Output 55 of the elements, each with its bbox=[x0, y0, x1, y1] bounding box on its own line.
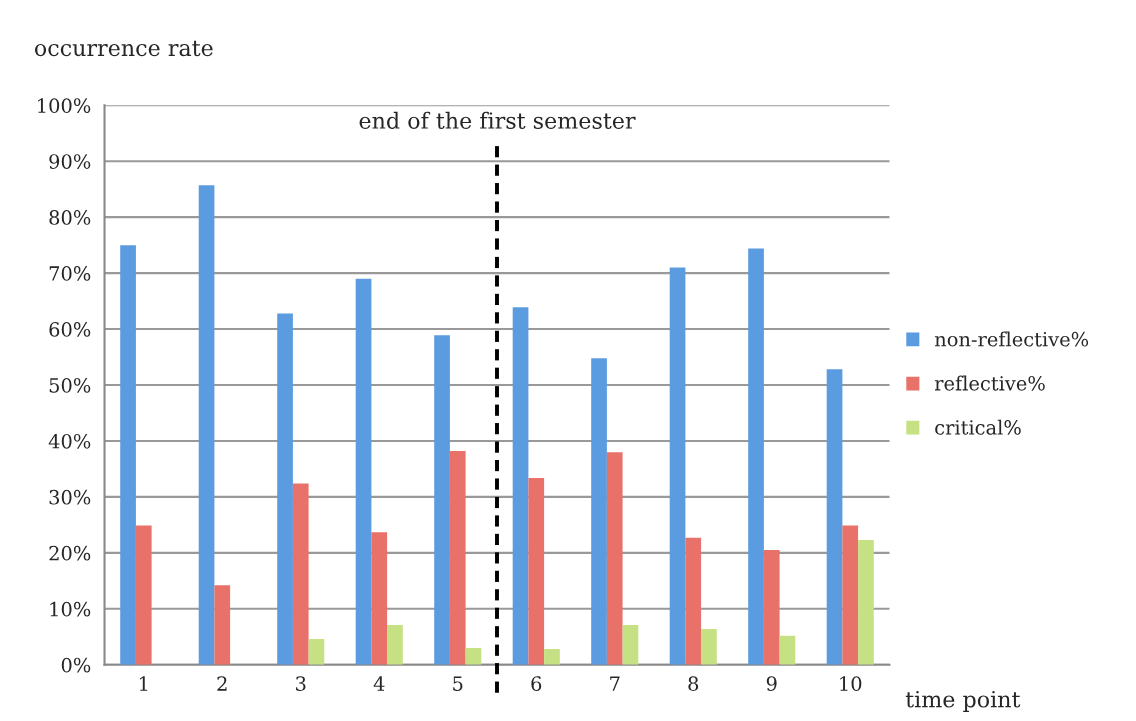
bar bbox=[465, 647, 482, 665]
bar bbox=[120, 245, 136, 665]
bar bbox=[858, 539, 874, 665]
y-tick-label: 50% bbox=[49, 377, 91, 393]
x-tick-label: 4 bbox=[373, 676, 385, 691]
y-tick-label: 80% bbox=[49, 210, 91, 225]
x-tick-label: 6 bbox=[531, 676, 542, 691]
x-tick-label: 8 bbox=[688, 676, 699, 691]
bar bbox=[544, 649, 560, 665]
y-tick-label: 20% bbox=[49, 545, 91, 561]
annotation: end of the first semester bbox=[359, 111, 636, 129]
bar bbox=[308, 639, 325, 665]
bar bbox=[355, 278, 372, 665]
x-tick-label: 1 bbox=[139, 676, 148, 691]
legend-label: reflective% bbox=[934, 375, 1045, 391]
bar bbox=[842, 525, 859, 665]
x-axis-title: time point bbox=[905, 690, 1021, 712]
x-tick-label: 2 bbox=[217, 676, 227, 691]
y-axis-title: occurrence rate bbox=[34, 40, 213, 57]
y-tick-label: 90% bbox=[49, 154, 91, 169]
bar bbox=[449, 451, 466, 665]
x-tick-label: 5 bbox=[453, 676, 463, 691]
y-tick-label: 10% bbox=[50, 601, 91, 617]
legend-label: critical% bbox=[935, 419, 1021, 435]
bar bbox=[779, 635, 796, 665]
x-tick-label: 7 bbox=[610, 676, 620, 691]
y-tick-label: 30% bbox=[49, 489, 91, 505]
y-tick-label: 70% bbox=[49, 266, 91, 281]
y-tick-label: 40% bbox=[48, 433, 91, 449]
bar bbox=[434, 335, 450, 665]
bar bbox=[277, 313, 293, 665]
y-tick-label: 0% bbox=[61, 657, 91, 673]
bar bbox=[826, 369, 843, 665]
x-tick-label: 3 bbox=[296, 676, 306, 691]
bar bbox=[387, 625, 403, 665]
bar bbox=[214, 585, 231, 665]
x-tick-label: 10 bbox=[840, 676, 862, 691]
bar bbox=[528, 477, 545, 665]
legend-label: non-reflective% bbox=[934, 331, 1089, 347]
bar bbox=[701, 628, 717, 665]
y-tick-label: 100% bbox=[38, 98, 91, 113]
bar bbox=[512, 307, 529, 665]
bar bbox=[685, 537, 702, 665]
bar bbox=[763, 550, 780, 665]
bar bbox=[622, 625, 639, 665]
bar bbox=[135, 525, 152, 665]
y-tick-label: 60% bbox=[49, 322, 91, 337]
bar bbox=[292, 483, 309, 665]
bar bbox=[371, 532, 388, 665]
bar bbox=[606, 452, 623, 665]
bar bbox=[198, 185, 215, 665]
bar bbox=[591, 358, 607, 665]
x-tick-label: 9 bbox=[766, 676, 777, 691]
bar bbox=[748, 248, 764, 665]
bar bbox=[669, 267, 686, 665]
